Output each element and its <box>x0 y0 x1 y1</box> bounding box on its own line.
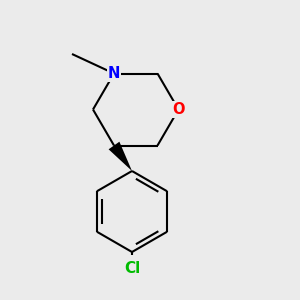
Text: O: O <box>172 102 185 117</box>
Text: N: N <box>108 66 120 81</box>
Text: Cl: Cl <box>124 261 140 276</box>
Polygon shape <box>109 142 132 171</box>
